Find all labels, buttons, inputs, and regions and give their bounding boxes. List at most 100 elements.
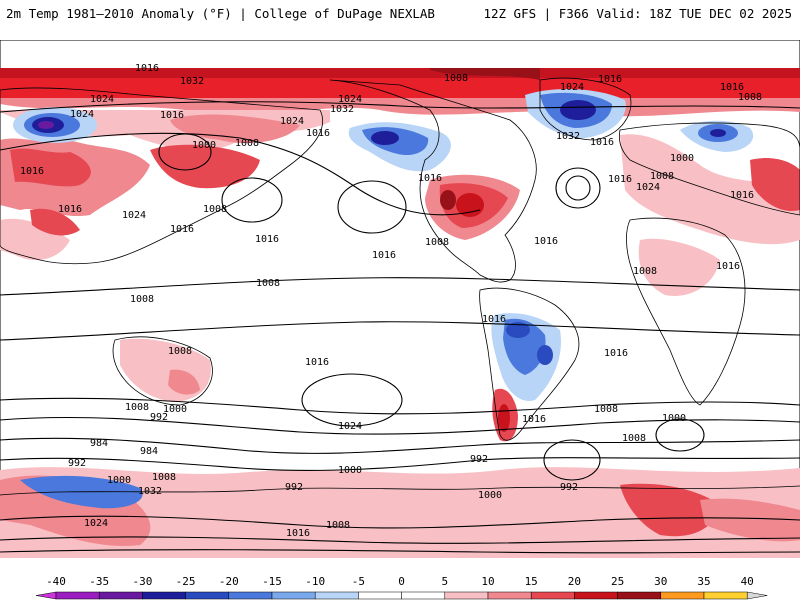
isobar-label: 1008 [326, 520, 350, 531]
color-legend: -40 -35 -30 -25 -20 -15 -10 -5 0 5 10 15 20 25 30 35 40 [0, 568, 800, 600]
isobars [0, 101, 800, 554]
isobar-label: 1008 [444, 73, 468, 84]
legend-tick-label: 0 [398, 575, 405, 588]
isobar-line [0, 277, 800, 296]
legend-swatch [703, 591, 748, 600]
isobar-label: 1016 [522, 414, 546, 425]
isobar-label: 1000 [670, 153, 694, 164]
cold-anomaly-europe [680, 120, 754, 152]
isobar-label: 1008 [256, 278, 280, 289]
isobar-label: 1000 [192, 140, 216, 151]
legend-tick-label: -30 [132, 575, 152, 588]
isobar-label: 1016 [604, 348, 628, 359]
isobar-label: 1016 [716, 261, 740, 272]
eurasia-east-outline [0, 87, 323, 265]
isobar-label: 1016 [160, 110, 184, 121]
isobar-label: 1000 [662, 413, 686, 424]
isobar-labels: 1016 1032 1008 1024 1024 1024 1016 1008 … [20, 63, 762, 539]
isobar-line [0, 457, 800, 471]
isobar-label: 1008 [622, 433, 646, 444]
isobar-label: 1000 [478, 490, 502, 501]
legend-swatch [487, 591, 532, 600]
isobar-line [543, 439, 601, 481]
legend-swatch [574, 591, 618, 600]
legend-tick-label: 25 [611, 575, 624, 588]
legend-bar: -40 -35 -30 -25 -20 -15 -10 -5 0 5 10 15 20 25 30 35 40 [35, 575, 768, 600]
legend-arrow-left [35, 591, 57, 600]
isobar-label: 1016 [306, 128, 330, 139]
isobar-label: 1032 [556, 131, 580, 142]
isobar-line [0, 515, 800, 529]
isobar-line [337, 180, 407, 234]
legend-arrow-right [746, 591, 768, 600]
australia-outline [112, 336, 213, 406]
isobar-label: 992 [150, 412, 168, 423]
legend-tick-label: -35 [89, 575, 109, 588]
legend-swatch [530, 591, 575, 600]
map-title: 2m Temp 1981–2010 Anomaly (°F) | College… [6, 6, 435, 21]
legend-tick-label: -15 [262, 575, 282, 588]
legend-swatch [55, 591, 100, 600]
legend-swatch [617, 591, 662, 600]
isobar-line [0, 549, 800, 554]
africa-outline [626, 217, 746, 406]
isobar-line [0, 536, 800, 544]
isobar-line [0, 321, 800, 341]
legend-tick-label: 20 [568, 575, 581, 588]
isobar-label: 1016 [534, 236, 558, 247]
isobar-label: 1008 [235, 138, 259, 149]
cold-anomaly-south-america [491, 313, 561, 401]
isobar-label: 1024 [560, 82, 584, 93]
legend-swatch [444, 591, 489, 600]
isobar-line [301, 373, 403, 427]
isobar-label: 1016 [482, 314, 506, 325]
legend-swatch [358, 591, 402, 600]
isobar-label: 1032 [330, 104, 354, 115]
isobar-label: 1016 [58, 204, 82, 215]
legend-tick-label: -10 [305, 575, 325, 588]
warm-anomaly-eastern-us [425, 174, 520, 240]
warm-anomaly-asia [0, 114, 300, 260]
isobar-label: 1016 [305, 357, 329, 368]
isobar-label: 984 [90, 438, 108, 449]
legend-tick-label: -25 [176, 575, 196, 588]
isobar-label: 1024 [84, 518, 108, 529]
isobar-label: 992 [560, 482, 578, 493]
header-bar: 2m Temp 1981–2010 Anomaly (°F) | College… [0, 0, 800, 28]
isobar-line [0, 397, 800, 415]
isobar-label: 1008 [425, 237, 449, 248]
isobar-label: 1024 [338, 421, 362, 432]
isobar-label: 1008 [152, 472, 176, 483]
legend-tick-label: 10 [481, 575, 494, 588]
isobar-label: 1032 [180, 76, 204, 87]
legend-swatch [98, 591, 143, 600]
isobar-label: 1016 [598, 74, 622, 85]
cold-anomaly-northwest-asia [13, 107, 97, 143]
isobar-line [0, 101, 800, 113]
isobar-label: 1024 [338, 94, 362, 105]
isobar-label: 1008 [130, 294, 154, 305]
isobar-label: 1024 [636, 182, 660, 193]
warm-anomaly-australia [120, 338, 211, 402]
isobar-line [655, 418, 705, 452]
isobar-label: 1016 [418, 173, 442, 184]
isobar-label: 992 [68, 458, 86, 469]
map-panel: 1016 1032 1008 1024 1024 1024 1016 1008 … [0, 40, 800, 558]
legend-tick-label: 5 [441, 575, 448, 588]
isobar-label: 1024 [122, 210, 146, 221]
eurasia-west-outline [618, 122, 800, 216]
legend-swatch [271, 591, 316, 600]
legend-swatch [142, 591, 186, 600]
legend-tick-label: 40 [741, 575, 754, 588]
map-canvas: 1016 1032 1008 1024 1024 1024 1016 1008 … [0, 40, 800, 558]
greenland-outline [539, 77, 632, 141]
legend-tick-label: -20 [219, 575, 239, 588]
isobar-label: 1000 [163, 404, 187, 415]
warm-anomaly-europe-africa [620, 134, 800, 296]
isobar-label: 1000 [107, 475, 131, 486]
model-run-info: 12Z GFS | F366 Valid: 18Z TUE DEC 02 202… [483, 6, 792, 21]
isobar-line [565, 175, 591, 201]
isobar-label: 1016 [608, 174, 632, 185]
isobar-line [158, 133, 212, 171]
north-america-outline [329, 79, 537, 283]
